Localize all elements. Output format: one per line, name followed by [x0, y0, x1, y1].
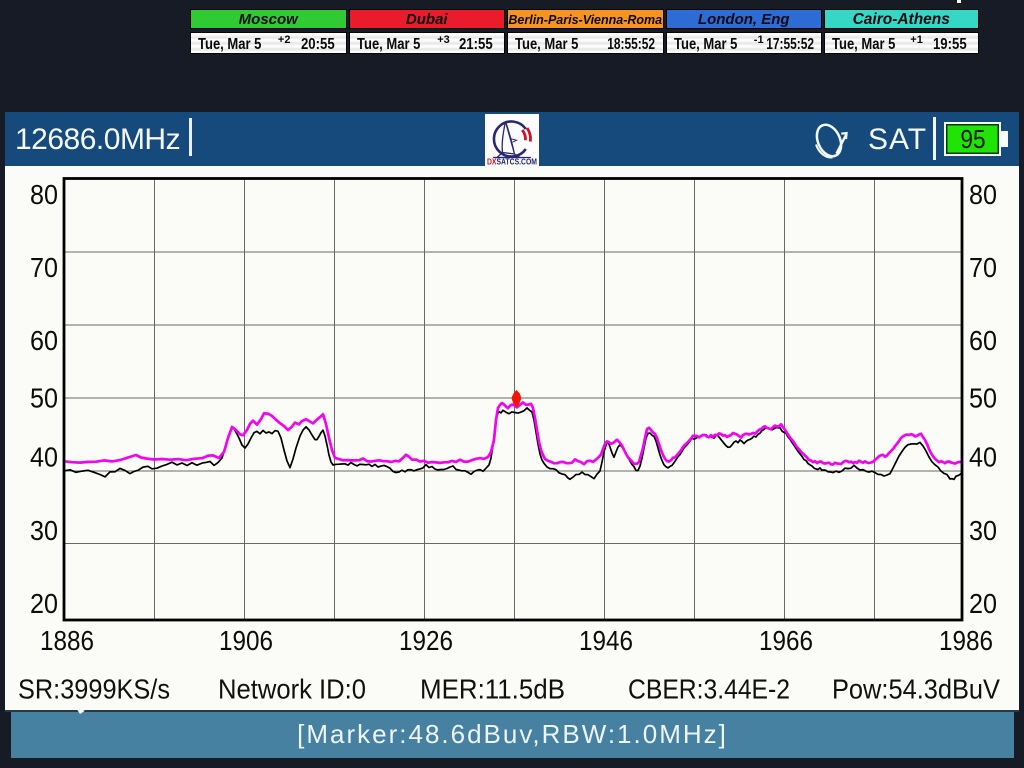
- svg-text:1986: 1986: [939, 625, 993, 656]
- svg-text:50: 50: [969, 383, 997, 414]
- svg-text:40: 40: [30, 442, 58, 473]
- svg-text:20: 20: [969, 588, 997, 619]
- svg-text:20: 20: [30, 588, 58, 619]
- svg-text:70: 70: [969, 252, 997, 283]
- svg-text:60: 60: [30, 325, 58, 356]
- svg-text:60: 60: [969, 325, 997, 356]
- svg-text:1926: 1926: [399, 625, 453, 656]
- svg-text:30: 30: [969, 515, 997, 546]
- svg-text:70: 70: [30, 252, 58, 283]
- svg-text:30: 30: [30, 515, 58, 546]
- svg-text:Pow:54.3dBuV: Pow:54.3dBuV: [832, 674, 1000, 705]
- svg-text:50: 50: [30, 383, 58, 414]
- svg-text:40: 40: [969, 442, 997, 473]
- svg-text:1966: 1966: [759, 625, 813, 656]
- svg-text:MER:11.5dB: MER:11.5dB: [420, 674, 565, 705]
- svg-text:1886: 1886: [40, 625, 94, 656]
- svg-text:80: 80: [30, 179, 58, 210]
- svg-text:CBER:3.44E-2: CBER:3.44E-2: [628, 674, 790, 705]
- svg-text:Network ID:0: Network ID:0: [218, 674, 366, 705]
- svg-text:1946: 1946: [579, 625, 633, 656]
- svg-text:DXSATCS.COM: DXSATCS.COM: [487, 158, 537, 167]
- svg-text:SR:3999KS/s: SR:3999KS/s: [18, 674, 170, 705]
- svg-text:80: 80: [969, 179, 997, 210]
- svg-text:1906: 1906: [219, 625, 273, 656]
